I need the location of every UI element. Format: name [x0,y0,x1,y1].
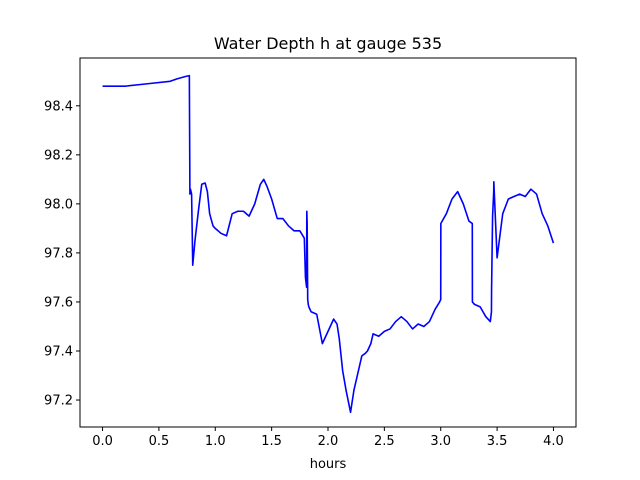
x-tick-label: 2.5 [374,434,395,449]
x-tick-label: 1.0 [205,434,226,449]
x-tick-label: 1.5 [261,434,282,449]
y-tick-label: 97.2 [44,394,73,409]
x-tick-label: 2.0 [318,434,339,449]
y-axis: 97.2 97.4 97.6 97.8 98.0 98.2 98.4 [44,99,80,409]
x-tick-label: 0.0 [92,434,113,449]
series-layer [102,74,555,414]
x-tick-label: 0.5 [149,434,170,449]
y-tick-label: 97.8 [44,246,73,261]
y-tick-label: 98.4 [44,99,73,114]
x-tick-label: 4.0 [543,434,564,449]
y-tick-label: 98.0 [44,197,73,212]
x-axis: 0.0 0.5 1.0 1.5 2.0 2.5 3.0 3.5 4.0 [92,427,564,449]
chart-title: Water Depth h at gauge 535 [214,34,442,53]
y-tick-label: 97.4 [44,344,73,359]
x-tick-label: 3.0 [430,434,451,449]
x-tick-label: 3.5 [487,434,508,449]
y-tick-label: 98.2 [44,148,73,163]
series-line-0 [102,74,555,414]
x-axis-label: hours [310,457,347,472]
y-tick-label: 97.6 [44,295,73,310]
